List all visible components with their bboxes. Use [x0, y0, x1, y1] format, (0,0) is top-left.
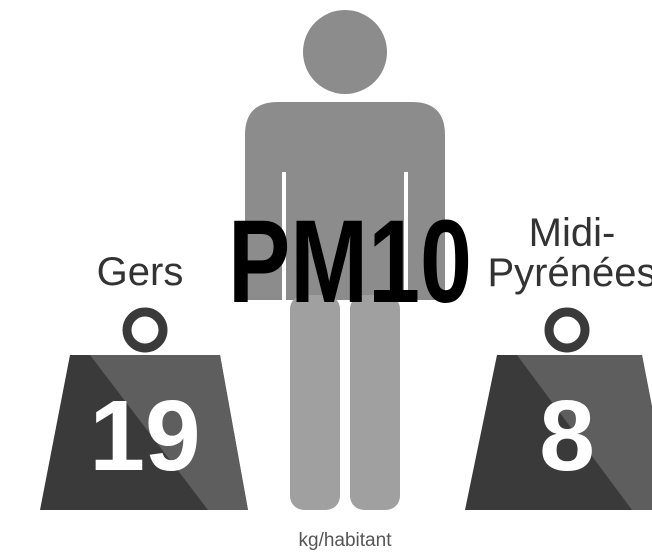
torso — [245, 102, 445, 300]
weights: Gers 19 Midi-Pyrénées 8 — [40, 211, 652, 510]
weight-ring — [544, 307, 590, 353]
weight-label: Pyrénées — [488, 251, 652, 295]
right-leg — [350, 295, 400, 510]
weight-value: 19 — [89, 380, 200, 492]
weight-shade — [517, 355, 652, 510]
unit: kg/habitant — [299, 530, 393, 551]
weight-value: 8 — [539, 380, 595, 492]
weight-label: Midi- — [529, 211, 616, 255]
person — [245, 10, 445, 510]
weight-ring — [122, 307, 168, 353]
title: PM10 — [228, 196, 472, 328]
weight-shade — [90, 355, 248, 510]
head — [303, 10, 387, 94]
weight-label: Gers — [97, 250, 184, 294]
left-leg — [290, 295, 340, 510]
